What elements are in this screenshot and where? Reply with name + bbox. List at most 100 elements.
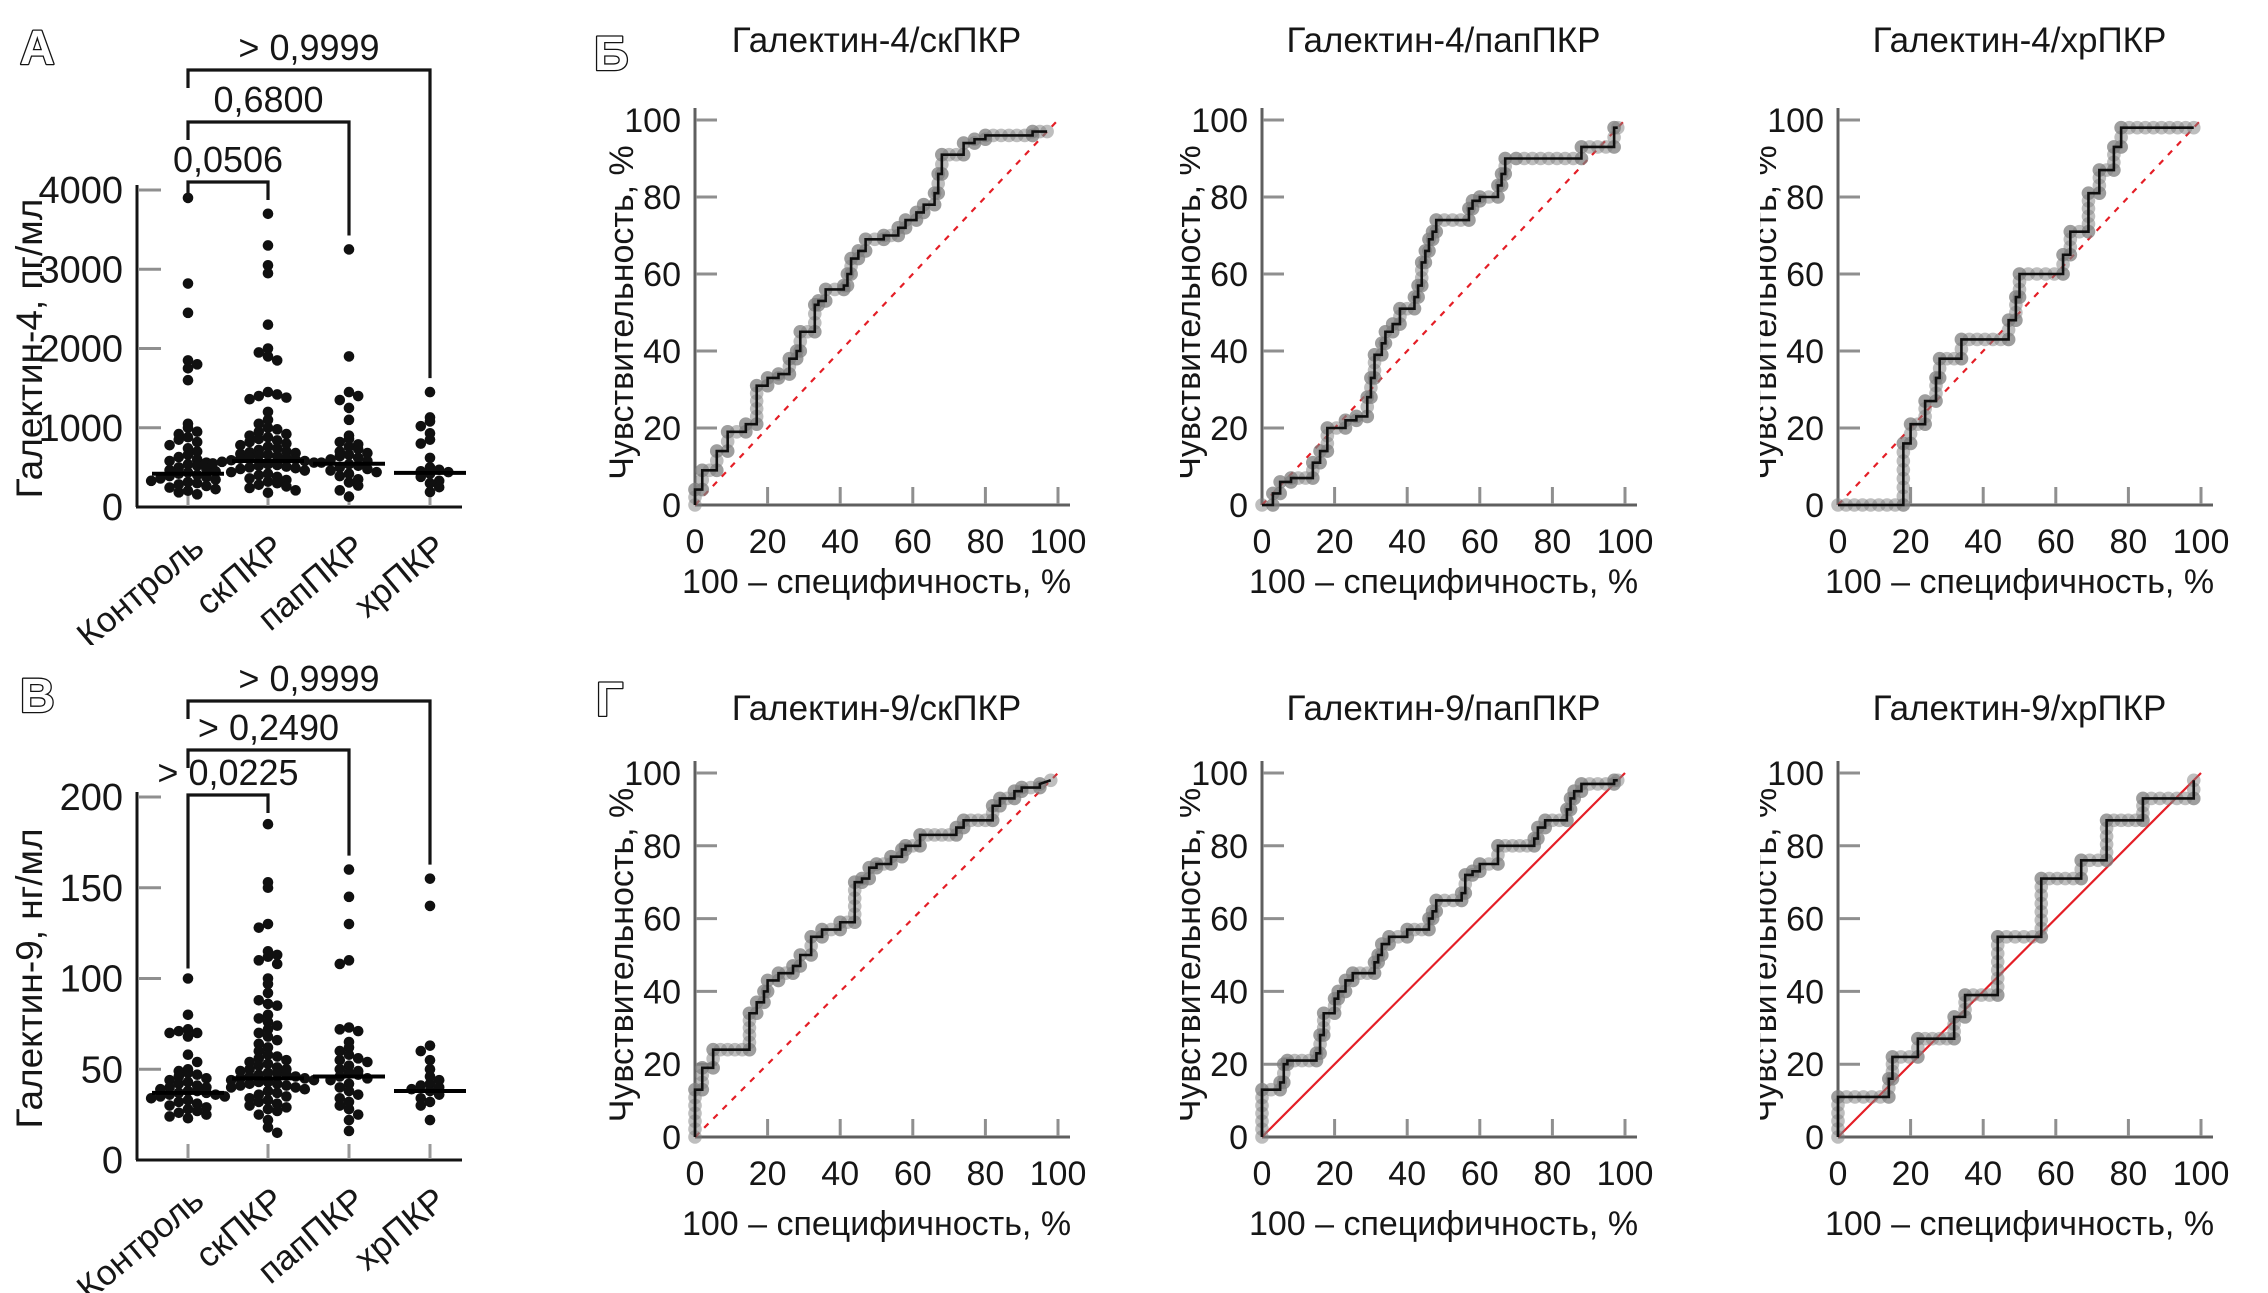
svg-text:Галектин-4/скПКР: Галектин-4/скПКР [732, 21, 1022, 60]
svg-text:> 0,2490: > 0,2490 [198, 707, 339, 748]
svg-text:0: 0 [662, 1119, 681, 1157]
svg-text:200: 200 [60, 777, 123, 819]
roc-chart-galectin4-pappkr: 0 20 40 60 80 100 0 20 40 60 80 100 Галектин-4/папПК… [1180, 21, 1654, 601]
svg-text:0: 0 [102, 487, 123, 529]
svg-text:40: 40 [1388, 1155, 1426, 1193]
svg-text:4000: 4000 [38, 170, 123, 212]
svg-text:100: 100 [2173, 1155, 2230, 1193]
svg-text:2000: 2000 [38, 329, 123, 371]
svg-text:100 – специфичность, %: 100 – специфичность, % [682, 563, 1071, 601]
svg-text:Галектин-9, нг/мл: Галектин-9, нг/мл [9, 828, 50, 1128]
panel-label-a: А [19, 21, 56, 77]
svg-text:0: 0 [1253, 1155, 1272, 1193]
svg-text:40: 40 [1786, 333, 1824, 371]
panel-label-v-text: В [20, 670, 55, 723]
panel-label-g: Г [595, 673, 625, 729]
svg-text:0: 0 [686, 1155, 705, 1193]
svg-text:20: 20 [1316, 1155, 1354, 1193]
svg-text:20: 20 [749, 1155, 787, 1193]
svg-text:60: 60 [643, 256, 681, 294]
svg-text:Галектин-9/скПКР: Галектин-9/скПКР [732, 689, 1022, 728]
svg-text:100: 100 [624, 755, 681, 793]
panel-g-roc-galectin9-hrpkr: 0 20 40 60 80 100 0 20 40 60 80 100 Галектин-9/хрПКР… [1760, 645, 2268, 1293]
svg-text:1000: 1000 [38, 408, 123, 450]
svg-text:40: 40 [1210, 333, 1248, 371]
svg-text:40: 40 [821, 1155, 859, 1193]
svg-text:100: 100 [1597, 1155, 1654, 1193]
svg-text:100 – специфичность, %: 100 – специфичность, % [1825, 1205, 2214, 1243]
svg-text:0,6800: 0,6800 [213, 79, 323, 120]
svg-text:80: 80 [1210, 828, 1248, 866]
svg-text:80: 80 [1786, 179, 1824, 217]
svg-text:Чувствительность, %: Чувствительность, % [1760, 145, 1784, 480]
svg-text:100: 100 [1191, 102, 1248, 140]
svg-text:> 0,0225: > 0,0225 [157, 752, 298, 793]
svg-text:100: 100 [1191, 755, 1248, 793]
svg-text:40: 40 [1964, 1155, 2002, 1193]
svg-text:0,0506: 0,0506 [173, 139, 283, 180]
svg-text:100 – специфичность, %: 100 – специфичность, % [1249, 1205, 1638, 1243]
svg-text:40: 40 [1210, 973, 1248, 1011]
svg-text:60: 60 [1461, 523, 1499, 561]
svg-text:0: 0 [102, 1140, 123, 1182]
roc-chart-galectin4-hrpkr: 0 20 40 60 80 100 0 20 40 60 80 100 Галектин-4/хрПКР… [1760, 21, 2230, 601]
svg-text:20: 20 [1786, 1046, 1824, 1084]
svg-text:20: 20 [1210, 410, 1248, 448]
svg-text:хрПКР: хрПКР [347, 527, 453, 625]
svg-text:40: 40 [1964, 523, 2002, 561]
svg-text:> 0,9999: > 0,9999 [238, 27, 379, 68]
svg-text:Контроль: Контроль [70, 527, 212, 645]
svg-text:80: 80 [966, 523, 1004, 561]
svg-text:Галектин-4, пг/мл: Галектин-4, пг/мл [9, 199, 50, 499]
svg-text:60: 60 [894, 523, 932, 561]
svg-text:80: 80 [643, 179, 681, 217]
svg-text:3000: 3000 [38, 249, 123, 291]
svg-text:60: 60 [1461, 1155, 1499, 1193]
svg-text:Чувствительность, %: Чувствительность, % [603, 145, 641, 480]
svg-text:0: 0 [1829, 523, 1848, 561]
svg-text:40: 40 [643, 973, 681, 1011]
svg-text:60: 60 [2037, 1155, 2075, 1193]
svg-text:100 – специфичность, %: 100 – специфичность, % [1249, 563, 1638, 601]
svg-text:хрПКР: хрПКР [347, 1180, 453, 1278]
svg-text:60: 60 [1786, 901, 1824, 939]
svg-text:0: 0 [1805, 487, 1824, 525]
panel-b-roc-galectin4-skpkr: 0 20 40 60 80 100 0 20 40 60 80 100 Галектин-4/скПКР… [560, 0, 1180, 645]
svg-text:20: 20 [1892, 1155, 1930, 1193]
svg-text:20: 20 [1892, 523, 1930, 561]
svg-text:20: 20 [1786, 410, 1824, 448]
svg-text:Контроль: Контроль [70, 1180, 212, 1293]
svg-text:0: 0 [1253, 523, 1272, 561]
svg-text:0: 0 [1805, 1119, 1824, 1157]
svg-text:Чувствительность, %: Чувствительность, % [1760, 788, 1784, 1123]
panel-label-b-text: Б [594, 28, 629, 81]
roc-chart-galectin9-pappkr: 0 20 40 60 80 100 0 20 40 60 80 100 Галектин-9/папПК… [1180, 689, 1654, 1243]
svg-text:100: 100 [1767, 102, 1824, 140]
svg-text:20: 20 [1210, 1046, 1248, 1084]
panel-label-b: Б [593, 27, 630, 83]
svg-text:40: 40 [1388, 523, 1426, 561]
svg-text:Галектин-4/хрПКР: Галектин-4/хрПКР [1873, 21, 2167, 60]
svg-text:20: 20 [643, 410, 681, 448]
svg-text:100: 100 [1597, 523, 1654, 561]
panel-b-roc-galectin4-pappkr: 0 20 40 60 80 100 0 20 40 60 80 100 Галектин-4/папПК… [1180, 0, 1760, 645]
svg-text:80: 80 [2109, 1155, 2147, 1193]
panel-g-roc-galectin9-pappkr: 0 20 40 60 80 100 0 20 40 60 80 100 Галектин-9/папПК… [1180, 645, 1760, 1293]
svg-text:100: 100 [2173, 523, 2230, 561]
svg-text:60: 60 [1786, 256, 1824, 294]
panel-v-galectin9-dotplot: 0 50 100 150 200 Контроль скПКР папПКР хрПКР > 0,… [0, 645, 560, 1293]
svg-text:80: 80 [2109, 523, 2147, 561]
svg-text:Чувствительность, %: Чувствительность, % [1180, 145, 1208, 480]
roc-chart-galectin4-skpkr: 0 20 40 60 80 100 0 20 40 60 80 100 Галектин-4/скПКР… [603, 21, 1086, 601]
svg-text:Галектин-4/папПКР: Галектин-4/папПКР [1286, 21, 1600, 60]
svg-text:0: 0 [662, 487, 681, 525]
roc-chart-galectin9-skpkr: 0 20 40 60 80 100 0 20 40 60 80 100 Галектин-9/скПКР… [603, 689, 1086, 1243]
svg-text:60: 60 [2037, 523, 2075, 561]
svg-text:50: 50 [81, 1049, 123, 1091]
svg-text:80: 80 [1533, 523, 1571, 561]
svg-text:100: 100 [1767, 755, 1824, 793]
panel-a-galectin4-dotplot: 0 1000 2000 3000 4000 Контроль скПКР папПКР хрПК… [0, 0, 560, 645]
svg-text:Чувствительность, %: Чувствительность, % [603, 788, 641, 1123]
svg-text:40: 40 [821, 523, 859, 561]
